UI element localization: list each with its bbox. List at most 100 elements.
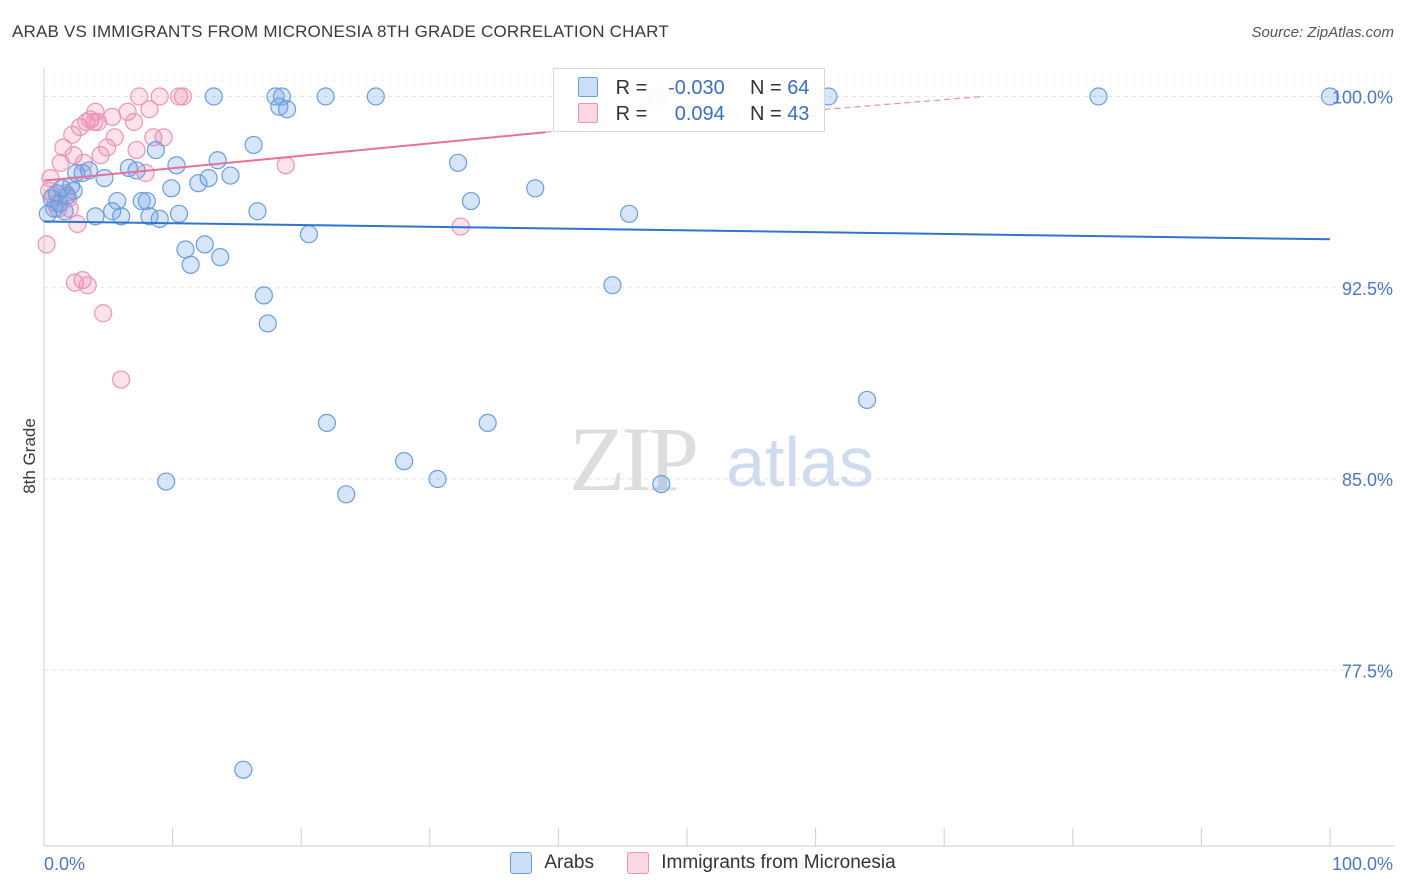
arab-point[interactable]: [478, 413, 497, 432]
arabs-r-value: -0.030: [668, 77, 725, 99]
micronesia-point[interactable]: [150, 87, 169, 106]
micronesia-points: [37, 87, 470, 389]
arab-point[interactable]: [603, 276, 622, 295]
arab-point[interactable]: [181, 255, 200, 274]
arab-point[interactable]: [857, 390, 877, 410]
arab-points: [38, 87, 1340, 779]
micronesia-point[interactable]: [54, 138, 73, 157]
watermark: ZIP atlas: [569, 408, 874, 510]
micronesia-n-label: N =: [749, 103, 782, 125]
arab-point[interactable]: [95, 169, 114, 188]
arab-point[interactable]: [221, 166, 240, 185]
arab-point[interactable]: [211, 248, 230, 267]
arab-point[interactable]: [254, 286, 274, 305]
micronesia-point[interactable]: [130, 87, 149, 106]
arabs-r-label: R =: [615, 77, 648, 99]
arab-point[interactable]: [132, 191, 151, 211]
arab-point[interactable]: [108, 191, 127, 211]
arab-point[interactable]: [103, 202, 122, 221]
arab-point[interactable]: [167, 156, 186, 175]
micronesia-point[interactable]: [140, 100, 159, 119]
arab-point[interactable]: [169, 204, 189, 223]
micronesia-point[interactable]: [94, 304, 113, 323]
arab-point[interactable]: [1320, 87, 1340, 106]
arab-point[interactable]: [299, 225, 319, 244]
arabs-n-label: N =: [749, 77, 782, 99]
micronesia-r-label: R =: [615, 103, 648, 125]
micronesia-point[interactable]: [118, 102, 137, 121]
micronesia-swatch: [578, 103, 598, 123]
legend-arabs-swatch: [510, 852, 533, 874]
arab-point[interactable]: [55, 202, 74, 221]
arab-point[interactable]: [189, 174, 208, 193]
legend-item-arabs[interactable]: Arabs: [510, 852, 594, 874]
arab-point[interactable]: [199, 169, 218, 188]
arab-point[interactable]: [394, 452, 414, 471]
arab-point[interactable]: [112, 207, 131, 226]
micronesia-point[interactable]: [73, 271, 92, 290]
micronesia-point[interactable]: [124, 112, 144, 132]
arab-point[interactable]: [652, 475, 671, 494]
micronesia-point[interactable]: [88, 112, 108, 132]
micronesia-point[interactable]: [112, 370, 131, 389]
arab-point[interactable]: [162, 179, 181, 198]
arab-point[interactable]: [266, 87, 285, 106]
gridlines: [44, 79, 1395, 671]
arab-point[interactable]: [86, 207, 105, 226]
micronesia-point[interactable]: [78, 276, 97, 295]
arab-point[interactable]: [64, 181, 83, 200]
x-tick-label-min: 0.0%: [44, 854, 85, 874]
micronesia-point[interactable]: [169, 87, 189, 106]
arab-point[interactable]: [448, 153, 468, 172]
arab-point[interactable]: [150, 209, 169, 228]
legend-arabs-label: Arabs: [544, 852, 594, 873]
arab-point[interactable]: [620, 204, 639, 223]
axes: [43, 68, 1395, 847]
y-tick-label: 92.5%: [1342, 279, 1393, 299]
micronesia-point[interactable]: [97, 138, 117, 157]
arab-point[interactable]: [234, 760, 253, 779]
arab-point[interactable]: [526, 179, 545, 198]
arab-point[interactable]: [176, 240, 195, 259]
arab-point[interactable]: [208, 151, 227, 170]
micronesia-point[interactable]: [37, 235, 56, 254]
micronesia-point[interactable]: [127, 140, 146, 160]
arab-point[interactable]: [337, 485, 356, 504]
stats-row-arabs: R = -0.030 N = 64: [578, 77, 809, 103]
arab-point[interactable]: [248, 202, 267, 221]
arab-point[interactable]: [204, 87, 223, 106]
micronesia-point[interactable]: [63, 125, 82, 144]
arab-point[interactable]: [366, 87, 385, 106]
arab-point[interactable]: [316, 87, 335, 106]
y-tick-label: 100.0%: [1332, 88, 1393, 108]
legend-micronesia-swatch: [627, 852, 650, 874]
micronesia-point[interactable]: [173, 87, 192, 106]
y-axis-label: 8th Grade: [20, 418, 39, 494]
arab-point[interactable]: [1089, 87, 1108, 106]
micronesia-point[interactable]: [68, 214, 87, 234]
bottom-legend: Arabs Immigrants from Micronesia: [0, 852, 1406, 880]
arab-point[interactable]: [244, 135, 263, 155]
arab-point[interactable]: [461, 191, 481, 211]
micronesia-point[interactable]: [276, 156, 295, 175]
tick-labels: 100.0% 92.5% 85.0% 77.5% 0.0% 100.0%: [44, 88, 1393, 875]
arab-point[interactable]: [137, 191, 156, 211]
legend-item-micronesia[interactable]: Immigrants from Micronesia: [627, 852, 896, 874]
arab-point[interactable]: [277, 100, 297, 119]
y-tick-label: 77.5%: [1342, 661, 1393, 681]
arab-point[interactable]: [195, 235, 214, 254]
watermark-atlas: atlas: [726, 423, 874, 501]
micronesia-point[interactable]: [64, 146, 83, 165]
arab-point[interactable]: [258, 314, 277, 333]
arab-point[interactable]: [79, 161, 99, 180]
micronesia-point[interactable]: [105, 128, 124, 147]
arab-point[interactable]: [317, 413, 337, 432]
arab-point[interactable]: [146, 140, 165, 160]
x-tick-label-max: 100.0%: [1332, 854, 1393, 874]
chart-source: Source: ZipAtlas.com: [1251, 24, 1394, 41]
micronesia-r-value: 0.094: [674, 103, 725, 125]
arab-point[interactable]: [428, 469, 447, 489]
micronesia-point[interactable]: [103, 107, 122, 127]
arab-point[interactable]: [157, 472, 176, 491]
